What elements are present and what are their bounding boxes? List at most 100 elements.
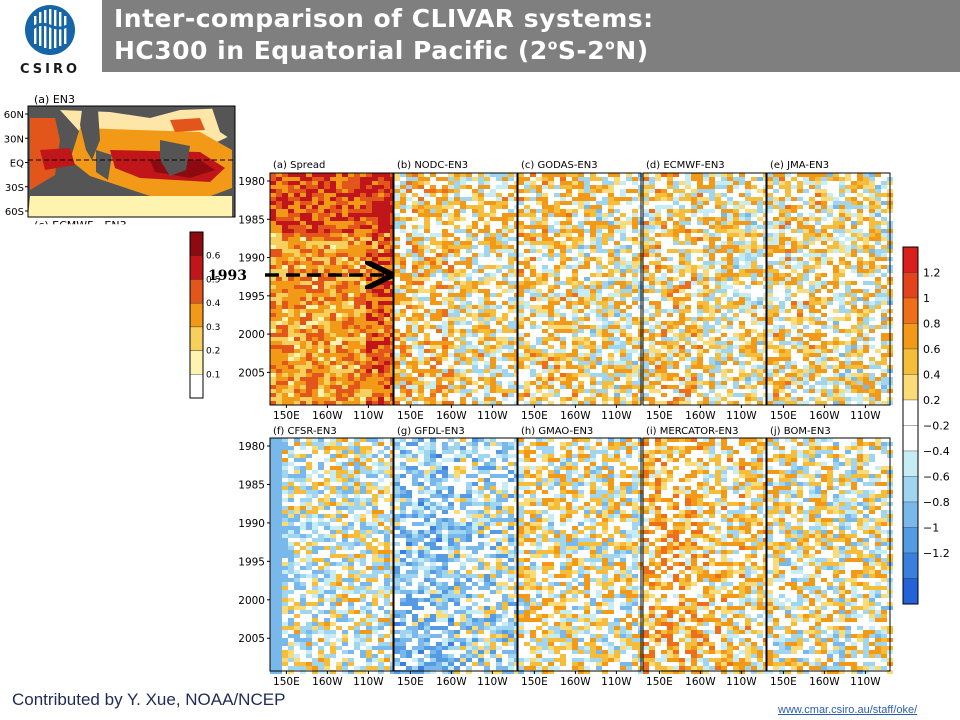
heat-cell [466, 285, 472, 289]
heat-cell [312, 438, 318, 442]
heat-cell [785, 193, 791, 197]
heat-cell [566, 305, 572, 309]
heat-cell [815, 265, 821, 269]
heat-cell [360, 181, 366, 185]
heat-cell [412, 257, 418, 261]
heat-cell [484, 173, 490, 177]
heat-cell [342, 325, 348, 329]
heat-cell [300, 309, 306, 313]
heat-cell [288, 397, 294, 401]
heat-cell [312, 329, 318, 333]
heat-cell [845, 317, 851, 321]
heat-cell [324, 482, 330, 486]
heat-cell [312, 209, 318, 213]
heat-cell [703, 289, 709, 293]
heat-cell [366, 245, 372, 249]
heat-cell [524, 317, 530, 321]
heat-cell [276, 486, 282, 490]
heat-cell [709, 397, 715, 401]
heat-cell [430, 257, 436, 261]
heat-cell [821, 381, 827, 385]
heat-cell [360, 209, 366, 213]
heat-cell [803, 305, 809, 309]
heat-cell [851, 325, 857, 329]
heat-cell [739, 229, 745, 233]
heat-cell [548, 213, 554, 217]
heat-cell [360, 337, 366, 341]
heat-cell [560, 245, 566, 249]
heat-cell [803, 177, 809, 181]
heat-cell [851, 265, 857, 269]
heat-cell [667, 265, 673, 269]
heat-cell [727, 229, 733, 233]
heat-cell [424, 313, 430, 317]
heat-cell [270, 478, 276, 482]
heat-cell [294, 377, 300, 381]
heat-cell [448, 285, 454, 289]
heat-cell [578, 205, 584, 209]
heat-cell [560, 221, 566, 225]
heat-cell [354, 285, 360, 289]
heat-cell [536, 201, 542, 205]
heat-cell [620, 245, 626, 249]
heat-cell [608, 397, 614, 401]
heat-cell [596, 281, 602, 285]
heat-cell [484, 289, 490, 293]
heat-cell [294, 213, 300, 217]
heat-cell [596, 317, 602, 321]
heat-cell [727, 269, 733, 273]
heat-cell [703, 261, 709, 265]
heat-cell [649, 285, 655, 289]
heat-cell [809, 265, 815, 269]
heat-cell [282, 361, 288, 365]
heat-cell [288, 173, 294, 177]
heat-cell [484, 313, 490, 317]
heat-cell [348, 389, 354, 393]
heat-cell [803, 381, 809, 385]
heat-cell [566, 277, 572, 281]
heat-cell [400, 309, 406, 313]
heat-cell [727, 301, 733, 305]
heat-cell [673, 185, 679, 189]
heat-cell [745, 301, 751, 305]
heat-cell [412, 321, 418, 325]
heat-cell [412, 217, 418, 221]
heat-cell [803, 261, 809, 265]
heat-cell [454, 189, 460, 193]
heat-cell [366, 353, 372, 357]
heat-cell [306, 253, 312, 257]
heat-cell [833, 221, 839, 225]
heat-cell [614, 341, 620, 345]
heat-cell [596, 201, 602, 205]
heat-cell [294, 209, 300, 213]
heat-cell [767, 345, 773, 349]
map-plot [28, 106, 235, 217]
heat-cell [566, 325, 572, 329]
heat-cell [294, 373, 300, 377]
heat-cell [685, 293, 691, 297]
heat-cell [524, 357, 530, 361]
heat-cell [276, 309, 282, 313]
heat-cell [863, 189, 869, 193]
heat-cell [436, 353, 442, 357]
heat-cell [643, 209, 649, 213]
heat-cell [685, 221, 691, 225]
heat-cell [282, 442, 288, 446]
heat-cell [745, 297, 751, 301]
heat-cell [312, 253, 318, 257]
heat-cell [632, 277, 638, 281]
heat-cell [875, 257, 881, 261]
heat-cell [809, 173, 815, 177]
heat-cell [288, 321, 294, 325]
heat-cell [626, 269, 632, 273]
heat-cell [324, 458, 330, 462]
heat-cell [366, 233, 372, 237]
heat-cell [779, 305, 785, 309]
heat-cell [602, 341, 608, 345]
heat-cell [649, 245, 655, 249]
heat-cell [572, 201, 578, 205]
heat-cell [596, 233, 602, 237]
heat-cell [572, 289, 578, 293]
heat-cell [661, 273, 667, 277]
heat-cell [869, 257, 875, 261]
